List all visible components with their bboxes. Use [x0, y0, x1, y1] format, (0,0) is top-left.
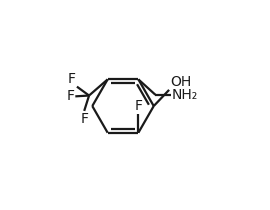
Text: F: F	[80, 112, 88, 126]
Text: F: F	[68, 72, 76, 86]
Text: OH: OH	[170, 75, 191, 89]
Text: F: F	[134, 99, 142, 113]
Text: NH₂: NH₂	[171, 88, 198, 102]
Text: F: F	[66, 89, 75, 103]
